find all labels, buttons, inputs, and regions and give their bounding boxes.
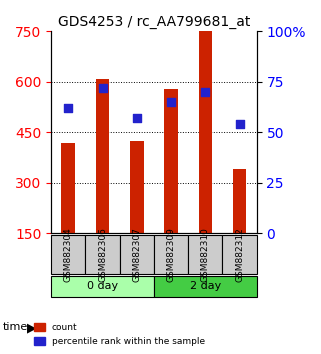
Point bbox=[169, 99, 174, 105]
FancyBboxPatch shape bbox=[154, 235, 188, 274]
Text: GSM882307: GSM882307 bbox=[132, 227, 141, 282]
FancyBboxPatch shape bbox=[51, 235, 85, 274]
FancyBboxPatch shape bbox=[51, 276, 154, 297]
FancyBboxPatch shape bbox=[85, 235, 120, 274]
Bar bbox=[130, 141, 144, 233]
FancyBboxPatch shape bbox=[154, 276, 257, 297]
FancyBboxPatch shape bbox=[120, 235, 154, 274]
Text: time: time bbox=[3, 322, 29, 332]
Point bbox=[203, 89, 208, 95]
Bar bbox=[61, 143, 75, 233]
Text: GSM882310: GSM882310 bbox=[201, 227, 210, 282]
Text: 2 day: 2 day bbox=[190, 281, 221, 291]
Title: GDS4253 / rc_AA799681_at: GDS4253 / rc_AA799681_at bbox=[58, 15, 250, 29]
Text: GSM882306: GSM882306 bbox=[98, 227, 107, 282]
Bar bbox=[164, 88, 178, 233]
Bar bbox=[96, 79, 109, 233]
Point bbox=[100, 85, 105, 91]
Text: GSM882309: GSM882309 bbox=[167, 227, 176, 282]
FancyBboxPatch shape bbox=[222, 235, 257, 274]
Point bbox=[237, 121, 242, 127]
FancyBboxPatch shape bbox=[188, 235, 222, 274]
Text: GSM882312: GSM882312 bbox=[235, 228, 244, 282]
Text: GSM882304: GSM882304 bbox=[64, 228, 73, 282]
Text: ▶: ▶ bbox=[27, 321, 37, 334]
Text: 0 day: 0 day bbox=[87, 281, 118, 291]
Point bbox=[134, 115, 139, 121]
Bar bbox=[198, 30, 212, 233]
Legend: count, percentile rank within the sample: count, percentile rank within the sample bbox=[30, 320, 209, 349]
Bar bbox=[233, 170, 247, 233]
Point bbox=[66, 105, 71, 111]
